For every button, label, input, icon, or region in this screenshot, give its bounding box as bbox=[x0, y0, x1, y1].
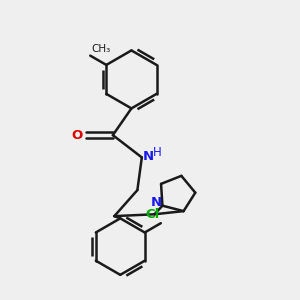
Text: CH₃: CH₃ bbox=[92, 44, 111, 54]
Text: N: N bbox=[142, 150, 154, 163]
Text: N: N bbox=[150, 196, 161, 209]
Text: Cl: Cl bbox=[145, 208, 159, 221]
Text: H: H bbox=[153, 146, 162, 159]
Text: O: O bbox=[71, 129, 82, 142]
